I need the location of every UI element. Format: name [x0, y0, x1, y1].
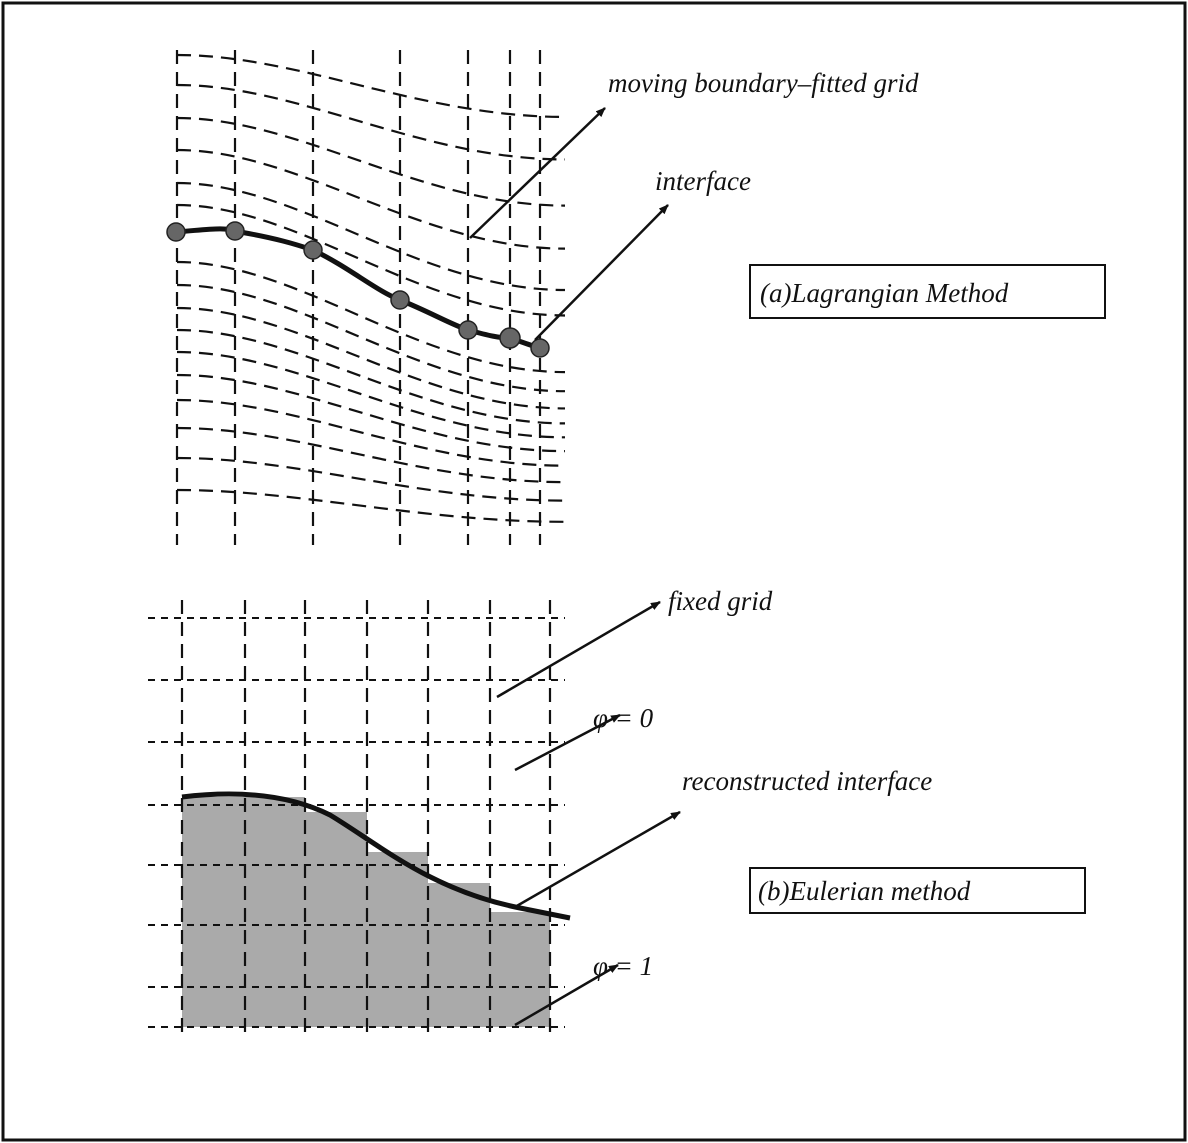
arrow	[514, 810, 681, 909]
method-box	[749, 264, 1106, 319]
grid-line	[176, 181, 566, 292]
grid-line	[176, 398, 566, 467]
grid-line	[176, 306, 566, 410]
reconstructed-interface	[181, 791, 571, 921]
interface-label: interface	[655, 166, 751, 196]
grid-line	[176, 373, 566, 453]
method-label: (a)Lagrangian Method	[760, 278, 1009, 308]
grid-line	[176, 83, 566, 161]
arrow	[469, 107, 606, 239]
grid-line	[176, 203, 566, 317]
arrow	[514, 713, 621, 772]
grid-label: fixed grid	[668, 586, 773, 616]
arrow	[496, 600, 661, 699]
grid-line	[176, 488, 566, 523]
method-label: (b)Eulerian method	[758, 876, 971, 906]
grid-line	[176, 426, 566, 484]
grid-line	[176, 260, 566, 374]
grid-line	[176, 148, 566, 250]
eulerian-grid	[148, 600, 565, 1035]
grid-line	[176, 350, 566, 439]
arrow	[534, 204, 669, 341]
arrow	[514, 963, 619, 1027]
method-box	[749, 867, 1086, 914]
grid-label: moving boundary–fitted grid	[608, 68, 919, 98]
interface-markers	[166, 221, 550, 358]
interface-label: reconstructed interface	[682, 766, 932, 796]
grid-line	[176, 53, 566, 119]
grid-line	[176, 328, 566, 425]
grid-line	[176, 283, 566, 393]
phi-label: φ = 1	[593, 951, 653, 981]
phi-label: φ = 0	[593, 703, 654, 733]
grid-line	[176, 456, 566, 502]
